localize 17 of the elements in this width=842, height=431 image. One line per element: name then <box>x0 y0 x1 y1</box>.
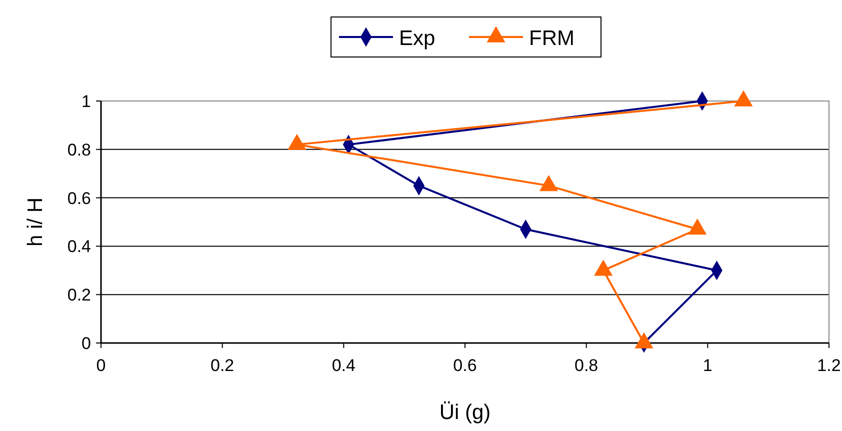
y-tick-label: 0 <box>82 334 91 353</box>
x-tick-label: 0.6 <box>453 356 477 375</box>
y-tick-label: 0.2 <box>67 286 91 305</box>
legend-label: FRM <box>529 27 574 50</box>
x-tick-label: 0 <box>96 356 106 375</box>
x-axis-title: Üi (g) <box>439 401 491 424</box>
y-tick-label: 0.4 <box>67 237 91 256</box>
y-tick-label: 0.8 <box>67 140 91 160</box>
x-tick-label: 0.4 <box>332 356 356 375</box>
x-tick-label: 0.2 <box>210 356 234 375</box>
y-tick-label: 0.6 <box>67 188 91 208</box>
x-tick-label: 1 <box>702 356 712 375</box>
y-axis-title: h i/ H <box>24 197 47 247</box>
x-tick-label: 1.2 <box>817 356 841 375</box>
x-tick-label: 0.8 <box>574 356 598 375</box>
legend-label: Exp <box>399 27 436 50</box>
y-tick-label: 1 <box>82 92 91 111</box>
